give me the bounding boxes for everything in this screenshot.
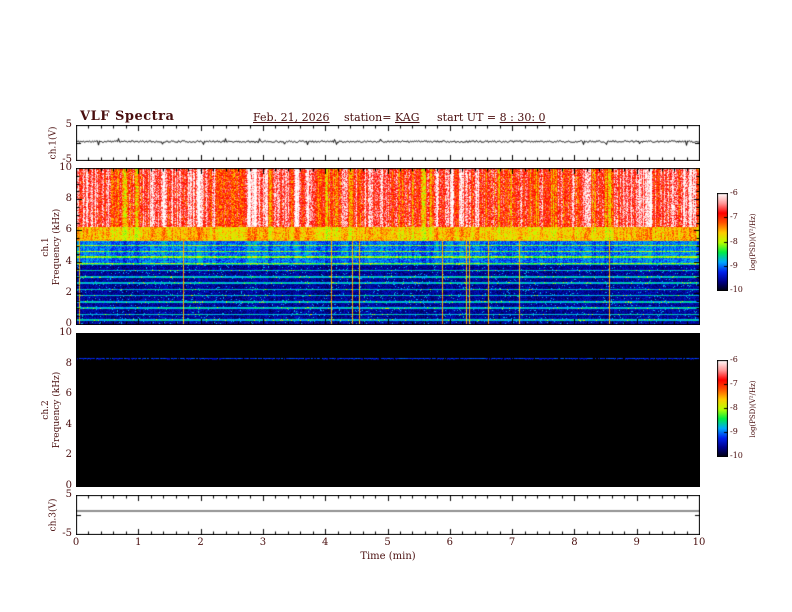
y-tick-label: 2 <box>65 449 72 461</box>
page-title: VLF Spectra <box>80 109 175 124</box>
ch3-voltage-panel <box>76 495 700 535</box>
y-tick-label: 6 <box>65 224 72 236</box>
x-tick-label: 4 <box>322 537 329 548</box>
colorbar-tick-label: -8 <box>730 236 738 246</box>
ch1-voltage-panel <box>76 125 700 161</box>
x-tick-label: 10 <box>692 537 706 548</box>
colorbar-tick-label: -8 <box>730 403 738 412</box>
y-tick-label: 8 <box>65 357 72 369</box>
x-tick-label: 7 <box>508 537 516 548</box>
ch2-spectrogram-ylabel: ch.2 Frequency (kHz) <box>41 371 62 449</box>
ch1-waveform-ylabel: ch.1(V) <box>48 126 59 160</box>
header-start-ut: start UT = 8 : 30: 0 <box>437 111 546 124</box>
ch1-spectrogram-panel <box>76 168 700 325</box>
y-tick-label: 0 <box>65 480 72 491</box>
x-tick-label: 3 <box>259 537 267 548</box>
x-tick-label: 2 <box>197 537 204 548</box>
colorbar-axis-title: log(PSD)(V²/Hz) <box>748 380 757 437</box>
x-tick-label: 1 <box>135 537 142 548</box>
y-tick-label: 10 <box>59 327 72 338</box>
y-tick-label: 6 <box>65 388 72 400</box>
colorbar-axis-title: log(PSD)(V²/Hz) <box>748 213 757 271</box>
y-tick-label: 5 <box>65 119 72 130</box>
colorbar-tick-label: -9 <box>730 260 738 270</box>
x-tick-label: 6 <box>446 537 453 548</box>
x-tick-label: 9 <box>633 537 640 548</box>
colorbar-tick-label: -9 <box>730 427 738 436</box>
colorbar-tick-label: -10 <box>730 451 743 460</box>
ch1-colorbar <box>717 193 728 291</box>
ch1-spectrogram-ylabel: ch.1 Frequency (kHz) <box>41 208 62 285</box>
y-tick-label: -5 <box>62 154 72 165</box>
y-tick-label: -5 <box>62 528 72 539</box>
y-tick-label: 2 <box>65 286 72 298</box>
colorbar-tick-label: -7 <box>730 212 738 222</box>
y-tick-label: 0 <box>65 318 72 329</box>
x-tick-label: 0 <box>72 537 80 548</box>
colorbar-tick-label: -6 <box>730 188 738 197</box>
x-tick-label: 5 <box>384 537 391 548</box>
y-tick-label: 5 <box>65 489 72 500</box>
y-tick-label: 4 <box>65 418 72 430</box>
station-label: station= <box>344 111 392 124</box>
x-tick-label: 8 <box>571 537 578 548</box>
ch3-waveform-ylabel: ch.3(V) <box>48 498 59 532</box>
colorbar-tick-label: -10 <box>730 285 743 294</box>
y-tick-label: 10 <box>59 162 72 173</box>
ch2-colorbar <box>717 360 728 457</box>
colorbar-tick-label: -7 <box>730 379 738 388</box>
ch2-spectrogram-panel <box>76 333 700 487</box>
header-date: Feb. 21, 2026 <box>253 111 330 124</box>
colorbar-tick-label: -6 <box>730 355 738 364</box>
station-value: KAG <box>395 111 420 124</box>
y-tick-label: 4 <box>65 255 72 267</box>
header-station: station= KAG <box>344 111 420 124</box>
start-ut-label: start UT = <box>437 111 500 124</box>
start-ut-value: 8 : 30: 0 <box>499 111 546 124</box>
y-tick-label: 8 <box>65 193 72 205</box>
x-axis-title: Time (min) <box>360 551 416 562</box>
